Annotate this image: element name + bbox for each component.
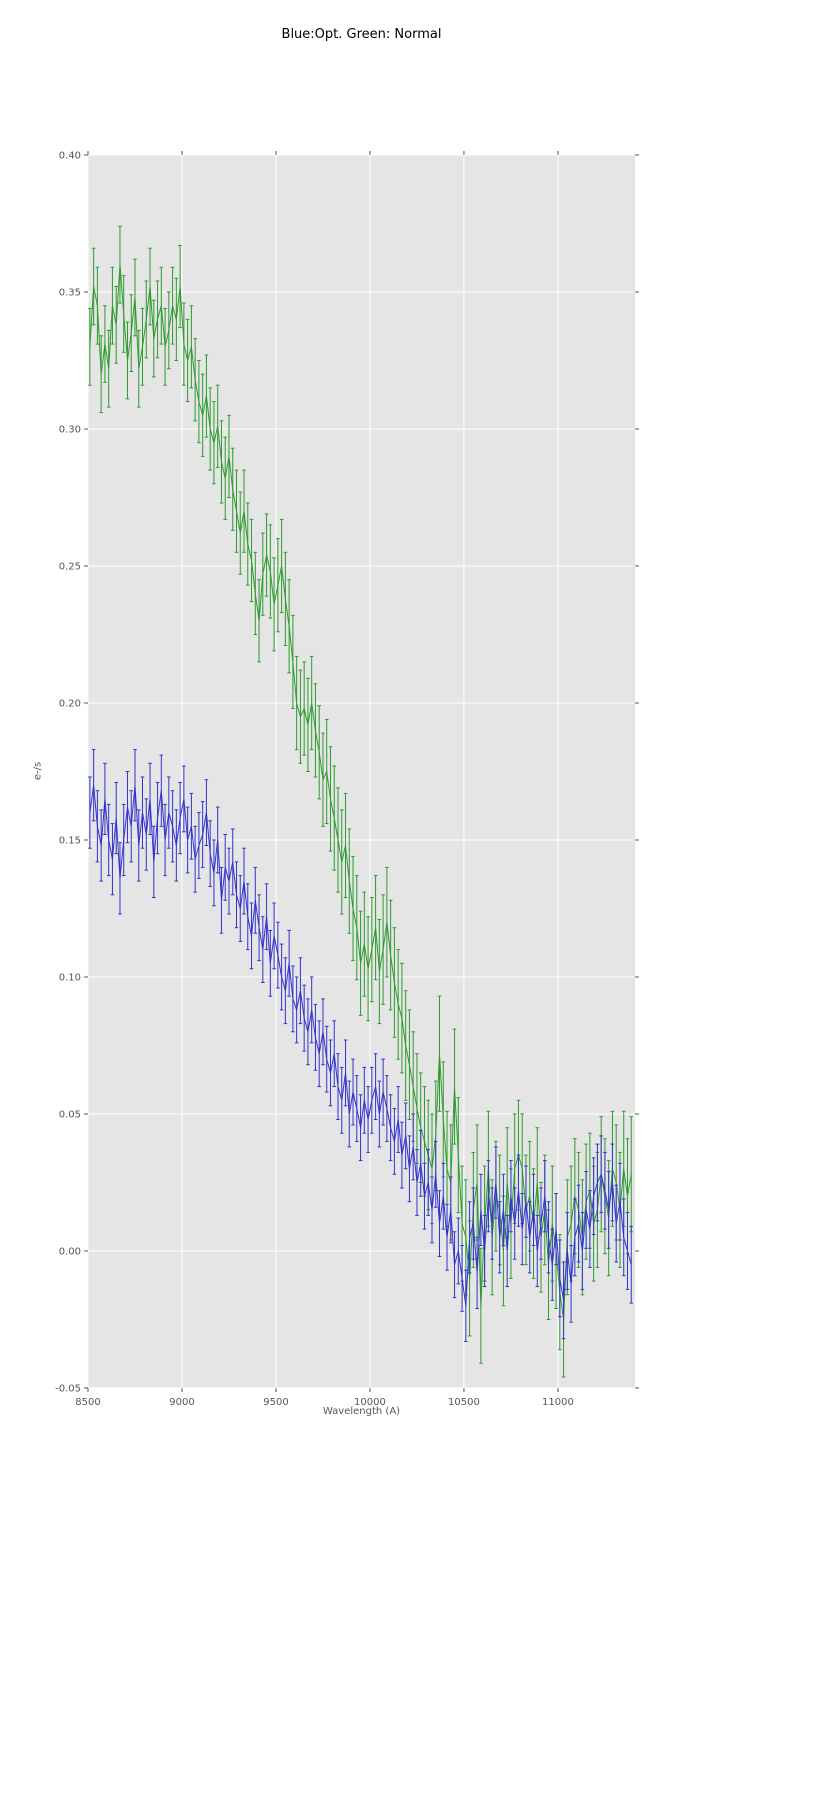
y-tick-label: 0.25 xyxy=(59,562,81,573)
y-tick-label: 0.05 xyxy=(59,1110,81,1121)
gridlines xyxy=(87,154,635,1389)
x-tick-label: 10500 xyxy=(448,1397,480,1408)
y-tick-label: 0.20 xyxy=(59,699,81,710)
y-tick-label: 0.40 xyxy=(59,151,81,162)
plot-background xyxy=(88,155,635,1388)
x-axis-label: Wavelength (A) xyxy=(322,1406,401,1417)
x-tick-label: 9500 xyxy=(263,1397,288,1408)
x-tick-label: 10000 xyxy=(354,1397,386,1408)
series-opt xyxy=(88,749,633,1342)
tick-marks xyxy=(84,151,639,1392)
x-tick-label: 8500 xyxy=(75,1397,100,1408)
y-tick-label: -0.05 xyxy=(55,1384,81,1395)
y-tick-label: 0.10 xyxy=(59,973,81,984)
x-tick-labels: 8500 9000 9500 10000 10500 11000 xyxy=(75,1397,574,1408)
y-tick-labels: -0.05 0.00 0.05 0.10 0.15 0.20 0.25 0.30 0.35 0.4… xyxy=(55,151,81,1395)
y-tick-label: 0.00 xyxy=(59,1247,81,1258)
y-tick-label: 0.30 xyxy=(59,425,81,436)
x-tick-label: 11000 xyxy=(542,1397,574,1408)
series-line-opt xyxy=(89,785,632,1306)
y-tick-label: 0.15 xyxy=(59,836,81,847)
chart-title: Blue:Opt. Green: Normal xyxy=(281,27,442,42)
y-tick-label: 0.35 xyxy=(59,288,81,299)
x-tick-label: 9000 xyxy=(169,1397,194,1408)
